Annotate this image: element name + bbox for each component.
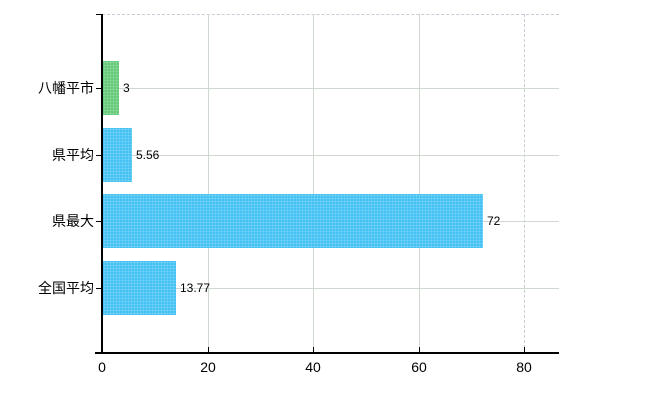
x-axis-tick [313,347,314,352]
bar [103,194,483,248]
vertical-gridline [418,14,420,353]
horizontal-gridline [102,288,559,289]
vertical-gridline [313,14,315,353]
x-axis-tick [419,347,420,352]
y-axis-tick [96,221,102,222]
y-axis-tick [96,155,102,156]
y-axis-tick [96,88,102,89]
y-axis-category-label: 県最大 [52,213,94,229]
bar-value-label: 3 [123,81,130,95]
y-axis-top-tick [96,14,102,15]
horizontal-gridline [102,88,559,89]
x-axis-tick-label: 20 [200,359,216,375]
x-axis-tick-label: 0 [98,359,106,375]
plot-top-border [102,14,559,15]
x-axis-tick-label: 60 [411,359,427,375]
bar [103,61,119,115]
bar [103,128,132,182]
x-axis-tick [524,347,525,352]
bar-value-label: 5.56 [136,148,160,162]
vertical-gridline [207,14,209,353]
bar-value-label: 72 [487,214,501,228]
bar [103,261,176,315]
y-axis-category-label: 八幡平市 [38,80,94,96]
y-axis-category-label: 県平均 [52,147,94,163]
bar-value-label: 13.77 [180,281,211,295]
vertical-gridline-dashed [524,14,526,353]
y-axis-tick [96,288,102,289]
x-axis-line [95,352,559,354]
x-axis-tick [208,347,209,352]
x-axis-tick-label: 80 [516,359,532,375]
y-axis-category-label: 全国平均 [38,280,94,296]
y-axis-line [101,14,103,353]
horizontal-gridline [102,155,559,156]
x-axis-tick-label: 40 [305,359,321,375]
